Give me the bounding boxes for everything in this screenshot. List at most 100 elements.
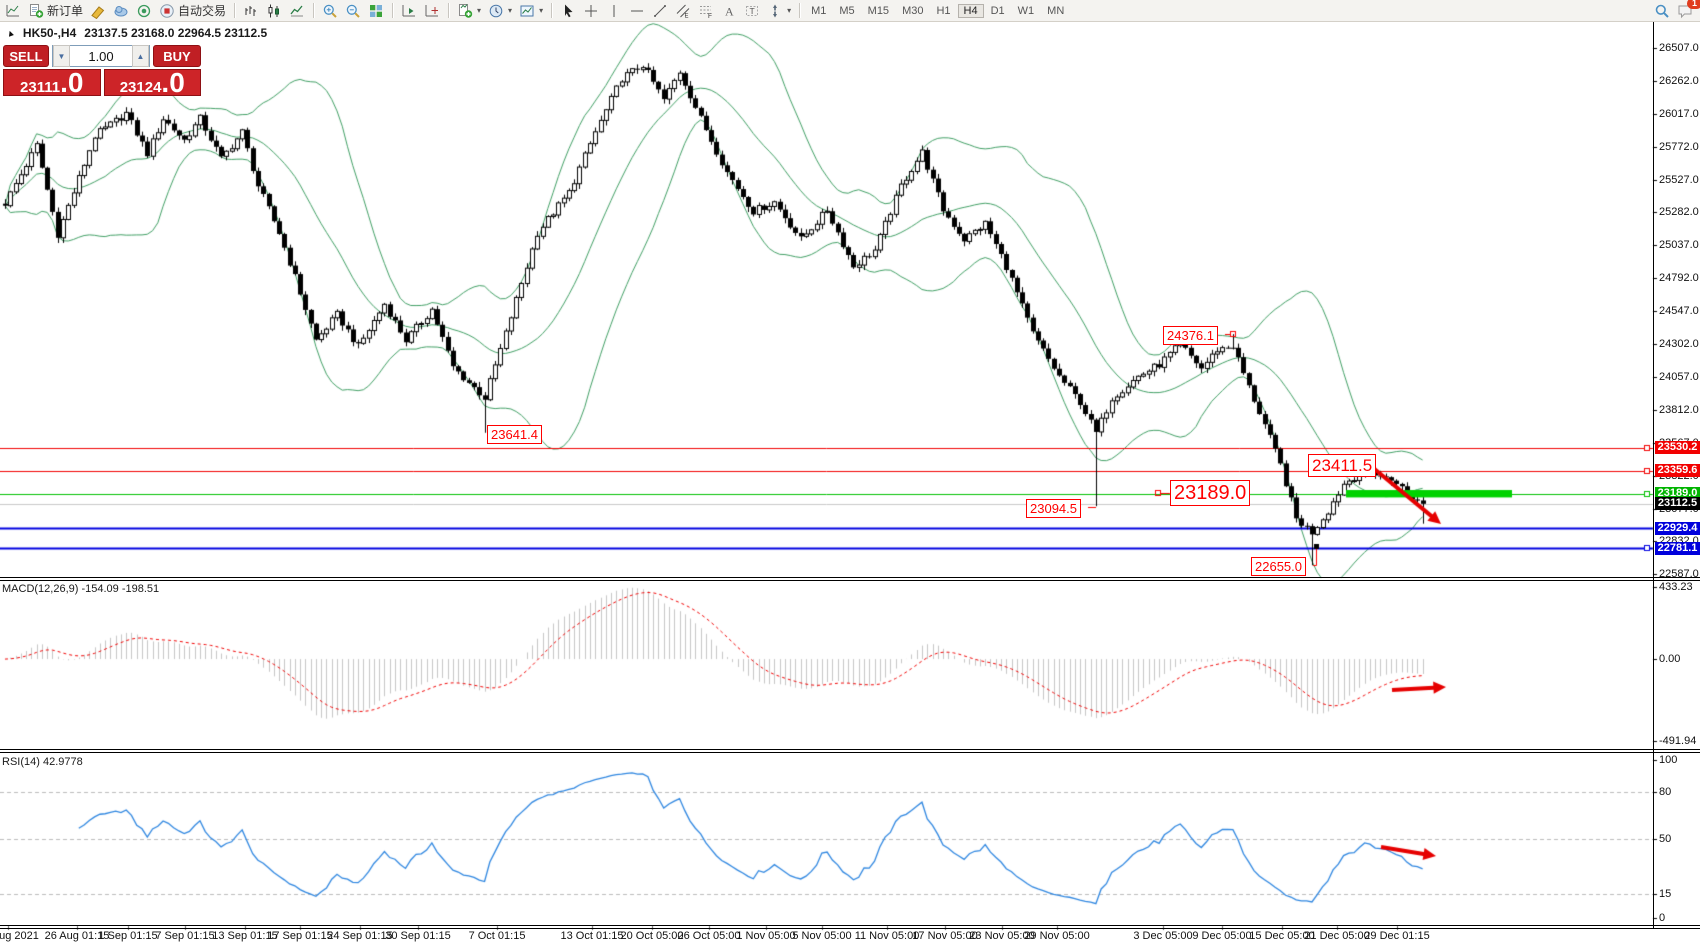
text-label-icon: T	[744, 3, 760, 19]
volume-decrease-button[interactable]: ▼	[53, 45, 70, 67]
timeframe-d1-button[interactable]: D1	[990, 4, 1005, 17]
yellow-tool-icon	[90, 3, 106, 19]
templates-icon	[519, 3, 535, 19]
radar-button[interactable]	[133, 1, 155, 20]
time-axis-label: 7 Oct 01:15	[468, 930, 526, 942]
svg-text:F: F	[708, 13, 712, 19]
sell-price-main: 23111	[20, 79, 61, 96]
timeframe-m15-button[interactable]: M15	[867, 4, 890, 17]
svg-text:E: E	[685, 13, 689, 19]
timeframe-m1-button[interactable]: M1	[811, 4, 827, 17]
trendline-icon	[652, 3, 668, 19]
candlestick-chart-button[interactable]	[263, 1, 285, 20]
price-callout[interactable]: 23641.4	[487, 425, 542, 444]
line-chart-button[interactable]	[286, 1, 308, 20]
chart-shift-button[interactable]	[398, 1, 420, 20]
crosshair-icon	[583, 3, 599, 19]
bar-chart-icon	[243, 3, 259, 19]
price-callout[interactable]: 23094.5	[1026, 499, 1081, 518]
equidistant-channel-icon: E	[675, 3, 691, 19]
pane-separator	[0, 752, 1700, 753]
time-axis-label: 3 Dec 05:00	[1133, 930, 1193, 942]
price-level-chip[interactable]: 23530.2	[1655, 441, 1700, 455]
templates-button[interactable]: ▾	[516, 1, 546, 20]
chart-partial-button[interactable]	[2, 1, 24, 20]
notifications-button[interactable]: 1	[1674, 0, 1700, 20]
time-axis-label: 17 Nov 05:00	[912, 930, 978, 942]
new-chart-button[interactable]: ▾	[454, 1, 484, 20]
time-axis-label: 20 Oct 05:00	[620, 930, 684, 942]
price-callout[interactable]: 23189.0	[1170, 480, 1251, 506]
chart-shift-icon	[401, 3, 417, 19]
price-level-chip[interactable]: 23112.5	[1655, 497, 1700, 511]
fibonacci-icon: F	[698, 3, 714, 19]
sell-price-display[interactable]: 23111.0	[3, 69, 101, 96]
time-axis-label: 20 Aug 2021	[0, 930, 39, 942]
timeframe-h1-button[interactable]: H1	[936, 4, 951, 17]
periods-button[interactable]: ▾	[485, 1, 515, 20]
search-button[interactable]	[1651, 1, 1673, 20]
timeframe-h4-button[interactable]: H4	[957, 3, 984, 18]
notification-badge: 1	[1687, 0, 1700, 9]
dropdown-caret-icon[interactable]: ▾	[477, 6, 482, 15]
pane-separator[interactable]	[0, 749, 1700, 750]
timeframe-mn-button[interactable]: MN	[1047, 4, 1065, 17]
new-order-label: 新订单	[47, 4, 84, 18]
price-callout[interactable]: 22655.0	[1251, 557, 1306, 576]
chart-symbol-period: HK50-,H4	[22, 26, 77, 40]
vertical-line-button[interactable]	[603, 1, 625, 20]
time-axis-label: 23 Nov 05:00	[969, 930, 1035, 942]
dropdown-caret-icon[interactable]: ▾	[787, 6, 792, 15]
trendline-button[interactable]	[649, 1, 671, 20]
price-level-chip[interactable]: 23189.0	[1655, 487, 1700, 501]
timeframe-m30-button[interactable]: M30	[902, 4, 924, 17]
price-level-chip[interactable]: 22781.1	[1655, 541, 1700, 555]
auto-scroll-button[interactable]	[421, 1, 443, 20]
new-order-icon	[28, 3, 44, 19]
zoom-in-icon	[322, 3, 338, 19]
rsi-scale-15: 15	[1659, 888, 1672, 901]
equidistant-channel-button[interactable]: E	[672, 1, 694, 20]
radar-icon	[136, 3, 152, 19]
price-callout[interactable]: 23411.5	[1308, 454, 1377, 477]
autotrade-button[interactable]: 自动交易	[156, 1, 229, 20]
dropdown-caret-icon[interactable]: ▾	[539, 6, 544, 15]
tile-windows-button[interactable]	[365, 1, 387, 20]
text-button[interactable]: A	[718, 1, 740, 20]
sell-button[interactable]: SELL	[3, 45, 49, 67]
price-callout[interactable]: 24376.1	[1163, 326, 1218, 345]
volume-increase-button[interactable]: ▲	[132, 45, 149, 67]
timeframe-w1-button[interactable]: W1	[1017, 4, 1035, 17]
price-level-chip[interactable]: 23359.6	[1655, 464, 1700, 478]
volume-input[interactable]: 1.00	[88, 48, 114, 64]
yellow-tool-button[interactable]	[87, 1, 109, 20]
buy-button[interactable]: BUY	[153, 45, 201, 67]
new-order-button[interactable]: 新订单	[25, 1, 86, 20]
svg-text:A: A	[725, 4, 734, 18]
zoom-out-button[interactable]	[342, 1, 364, 20]
fibonacci-button[interactable]: F	[695, 1, 717, 20]
svg-text:T: T	[750, 6, 755, 16]
price-level-chip[interactable]: 22929.4	[1655, 521, 1700, 535]
bar-chart-button[interactable]	[240, 1, 262, 20]
price-axis-tick: 26507.0	[1659, 41, 1699, 54]
horizontal-line-button[interactable]	[626, 1, 648, 20]
dropdown-caret-icon[interactable]: ▾	[508, 6, 513, 15]
arrows-button[interactable]: ▾	[764, 1, 794, 20]
price-axis-tick: 22587.0	[1659, 568, 1699, 581]
zoom-in-button[interactable]	[319, 1, 341, 20]
cursor-button[interactable]	[557, 1, 579, 20]
timeframe-m5-button[interactable]: M5	[839, 4, 855, 17]
one-click-trading-panel: SELL ▼ 1.00 ▲ BUY 23111.0 23124.0	[3, 45, 201, 96]
price-axis-tick: 25282.0	[1659, 206, 1699, 219]
text-label-button[interactable]: T	[741, 1, 763, 20]
crosshair-button[interactable]	[580, 1, 602, 20]
time-axis-label: 29 Nov 05:00	[1024, 930, 1090, 942]
buy-price-fraction: .0	[161, 69, 185, 96]
buy-price-display[interactable]: 23124.0	[103, 69, 201, 96]
pane-separator[interactable]	[0, 577, 1700, 578]
cloud-button[interactable]	[110, 1, 132, 20]
autotrade-icon	[159, 3, 175, 19]
